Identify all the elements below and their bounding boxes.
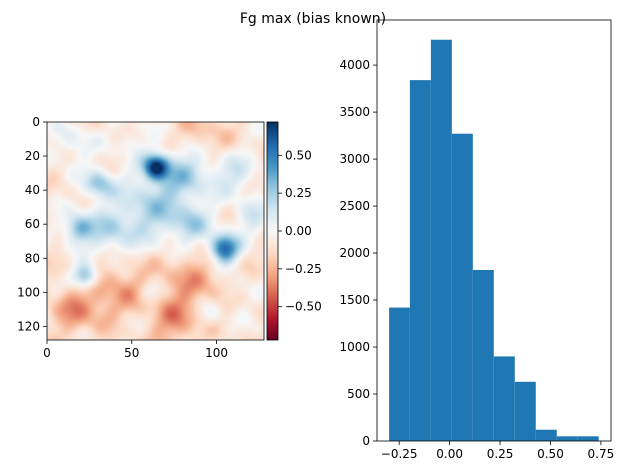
colorbar-ticks: 0.50 0.25 0.00 −0.25 −0.50 xyxy=(278,148,322,314)
histogram-bar xyxy=(493,356,515,441)
heatmap-x-tick-label: 0 xyxy=(43,346,51,360)
histogram-bar xyxy=(577,436,599,441)
colorbar-tick-label: 0.00 xyxy=(285,224,312,238)
histogram-bar xyxy=(409,80,431,442)
colorbar-tick-label: 0.50 xyxy=(285,148,312,162)
histogram-y-tick-label: 3500 xyxy=(339,105,370,119)
histogram-panel: −0.25 0.00 0.25 0.50 0.75 0 500 1000 1500 2000 25… xyxy=(339,19,614,461)
colorbar-tick-label: 0.25 xyxy=(285,186,312,200)
colorbar: 0.50 0.25 0.00 −0.25 −0.50 xyxy=(266,121,322,341)
histogram-bar xyxy=(514,381,536,441)
histogram-y-ticks: 0 500 1000 1500 2000 2500 3000 3500 4000 xyxy=(339,58,377,448)
histogram-x-ticks: −0.25 0.00 0.25 0.50 0.75 xyxy=(381,441,614,461)
heatmap-image xyxy=(47,122,264,340)
heatmap-y-tick-label: 40 xyxy=(25,183,40,197)
histogram-bar xyxy=(535,429,557,441)
colorbar-tick-label: −0.50 xyxy=(285,300,322,314)
heatmap-y-tick-label: 0 xyxy=(32,115,40,129)
histogram-y-tick-label: 4000 xyxy=(339,58,370,72)
histogram-y-tick-label: 3000 xyxy=(339,152,370,166)
heatmap-frame xyxy=(46,121,265,341)
heatmap-y-tick-label: 20 xyxy=(25,149,40,163)
heatmap-y-tick-label: 120 xyxy=(17,319,40,333)
histogram-y-tick-label: 0 xyxy=(362,434,370,448)
histogram-x-tick-label: 0.25 xyxy=(487,447,514,461)
histogram-x-tick-label: 0.75 xyxy=(588,447,615,461)
histogram-y-tick-label: 500 xyxy=(347,387,370,401)
heatmap-y-tick-label: 80 xyxy=(25,251,40,265)
histogram-y-tick-label: 2000 xyxy=(339,246,370,260)
colorbar-tick-label: −0.25 xyxy=(285,262,322,276)
histogram-bars xyxy=(389,39,599,442)
histogram-bar xyxy=(430,39,452,441)
histogram-frame xyxy=(376,19,612,442)
heatmap-panel: 0 50 100 0 20 40 60 80 100 120 xyxy=(17,115,265,360)
histogram-y-tick-label: 1500 xyxy=(339,293,370,307)
histogram-bar xyxy=(451,133,473,442)
colorbar-gradient xyxy=(266,121,279,341)
histogram-x-tick-label: −0.25 xyxy=(381,447,418,461)
histogram-bar xyxy=(556,436,578,441)
heatmap-y-tick-label: 100 xyxy=(17,285,40,299)
histogram-x-tick-label: 0.00 xyxy=(436,447,463,461)
figure-title: Fg max (bias known) xyxy=(240,11,386,27)
heatmap-y-tick-label: 60 xyxy=(25,217,40,231)
histogram-bar xyxy=(472,269,494,441)
histogram-y-tick-label: 2500 xyxy=(339,199,370,213)
histogram-bar xyxy=(389,307,410,441)
heatmap-x-ticks: 0 50 100 xyxy=(43,340,228,360)
heatmap-x-tick-label: 100 xyxy=(205,346,228,360)
heatmap-y-ticks: 0 20 40 60 80 100 120 xyxy=(17,115,47,333)
heatmap-x-tick-label: 50 xyxy=(124,346,139,360)
histogram-x-tick-label: 0.50 xyxy=(537,447,564,461)
histogram-y-tick-label: 1000 xyxy=(339,340,370,354)
